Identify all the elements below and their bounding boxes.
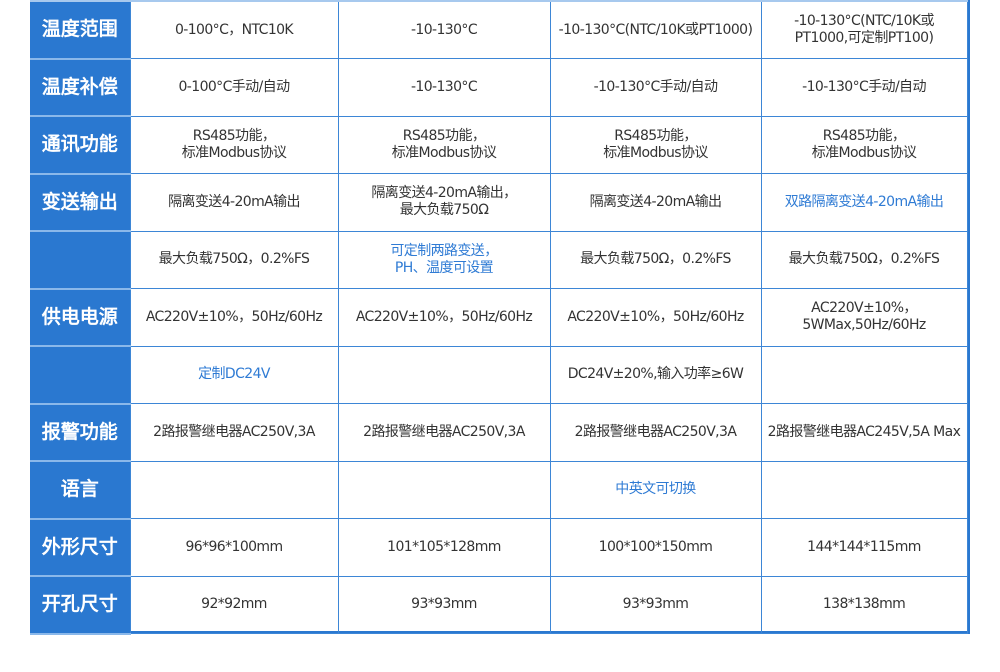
table-cell: AC220V±10%， 5WMax,50Hz/60Hz: [760, 288, 968, 347]
table-row: 报警功能 2路报警继电器AC250V,3A 2路报警继电器AC250V,3A 2路报警…: [30, 402, 968, 462]
spec-table-container: 温度范围 0-100°C，NTC10K -10-130°C -10-130°C(NTC…: [30, 0, 970, 635]
table-cell: -10-130°C: [337, 58, 551, 117]
row-label: 变送输出: [30, 172, 131, 232]
table-cell: -10-130°C: [337, 0, 551, 59]
table-row: 定制DC24V DC24V±20%,输入功率≥6W: [30, 345, 968, 405]
table-cell: 2路报警继电器AC245V,5A Max: [760, 403, 968, 462]
table-cell: [760, 345, 968, 404]
table-cell: 隔离变送4-20mA输出， 最大负载750Ω: [337, 173, 551, 232]
row-label: 温度补偿: [30, 57, 131, 117]
table-cell: 定制DC24V: [129, 345, 339, 404]
table-row: 最大负载750Ω，0.2%FS 可定制两路变送， PH、温度可设置 最大负载750Ω…: [30, 230, 968, 290]
table-cell: 最大负载750Ω，0.2%FS: [549, 230, 762, 289]
table-cell: RS485功能， 标准Modbus协议: [549, 115, 762, 174]
table-cell: 双路隔离变送4-20mA输出: [760, 173, 968, 232]
table-cell: [760, 460, 968, 519]
row-label: 供电电源: [30, 287, 131, 347]
table-cell: -10-130°C(NTC/10K或PT1000): [549, 0, 762, 59]
table-row: 通讯功能 RS485功能， 标准Modbus协议 RS485功能， 标准Modbus…: [30, 115, 968, 175]
table-cell: 隔离变送4-20mA输出: [549, 173, 762, 232]
row-label: 通讯功能: [30, 115, 131, 175]
table-cell: -10-130°C手动/自动: [760, 58, 968, 117]
table-cell: 最大负载750Ω，0.2%FS: [129, 230, 339, 289]
table-cell: AC220V±10%，50Hz/60Hz: [129, 288, 339, 347]
table-cell: 0-100°C，NTC10K: [129, 0, 339, 59]
table-cell: 隔离变送4-20mA输出: [129, 173, 339, 232]
table-cell: 可定制两路变送， PH、温度可设置: [337, 230, 551, 289]
table-row: 外形尺寸 96*96*100mm 101*105*128mm 100*100*150m…: [30, 517, 968, 577]
table-cell: 138*138mm: [760, 575, 968, 634]
row-label: [30, 345, 131, 405]
row-label: 外形尺寸: [30, 517, 131, 577]
table-cell: 96*96*100mm: [129, 518, 339, 577]
table-cell: 0-100°C手动/自动: [129, 58, 339, 117]
row-label: [30, 230, 131, 290]
table-cell: 100*100*150mm: [549, 518, 762, 577]
table-cell: 93*93mm: [337, 575, 551, 634]
table-row: 变送输出 隔离变送4-20mA输出 隔离变送4-20mA输出， 最大负载750Ω 隔离…: [30, 172, 968, 232]
row-label: 开孔尺寸: [30, 575, 131, 635]
table-row: 语言 中英文可切换: [30, 460, 968, 520]
table-cell: 2路报警继电器AC250V,3A: [337, 403, 551, 462]
table-cell: 101*105*128mm: [337, 518, 551, 577]
table-row: 供电电源 AC220V±10%，50Hz/60Hz AC220V±10%，50Hz/…: [30, 287, 968, 347]
table-cell: -10-130°C(NTC/10K或 PT1000,可定制PT100): [760, 0, 968, 59]
table-cell: 92*92mm: [129, 575, 339, 634]
table-cell: 中英文可切换: [549, 460, 762, 519]
spec-comparison-table: 温度范围 0-100°C，NTC10K -10-130°C -10-130°C(NTC…: [30, 0, 968, 635]
table-cell: -10-130°C手动/自动: [549, 58, 762, 117]
table-cell: [337, 460, 551, 519]
table-cell: [337, 345, 551, 404]
table-cell: 最大负载750Ω，0.2%FS: [760, 230, 968, 289]
row-label: 报警功能: [30, 402, 131, 462]
table-row: 温度范围 0-100°C，NTC10K -10-130°C -10-130°C(NTC…: [30, 0, 968, 60]
table-cell: RS485功能， 标准Modbus协议: [760, 115, 968, 174]
table-cell: RS485功能， 标准Modbus协议: [337, 115, 551, 174]
row-label: 温度范围: [30, 0, 131, 60]
table-cell: RS485功能， 标准Modbus协议: [129, 115, 339, 174]
table-cell: 2路报警继电器AC250V,3A: [129, 403, 339, 462]
table-row: 温度补偿 0-100°C手动/自动 -10-130°C -10-130°C手动/自动 -…: [30, 57, 968, 117]
table-cell: 93*93mm: [549, 575, 762, 634]
row-label: 语言: [30, 460, 131, 520]
table-cell: 144*144*115mm: [760, 518, 968, 577]
table-cell: DC24V±20%,输入功率≥6W: [549, 345, 762, 404]
table-row: 开孔尺寸 92*92mm 93*93mm 93*93mm 138*138mm: [30, 575, 968, 635]
table-cell: 2路报警继电器AC250V,3A: [549, 403, 762, 462]
table-cell: [129, 460, 339, 519]
table-cell: AC220V±10%，50Hz/60Hz: [549, 288, 762, 347]
table-cell: AC220V±10%，50Hz/60Hz: [337, 288, 551, 347]
